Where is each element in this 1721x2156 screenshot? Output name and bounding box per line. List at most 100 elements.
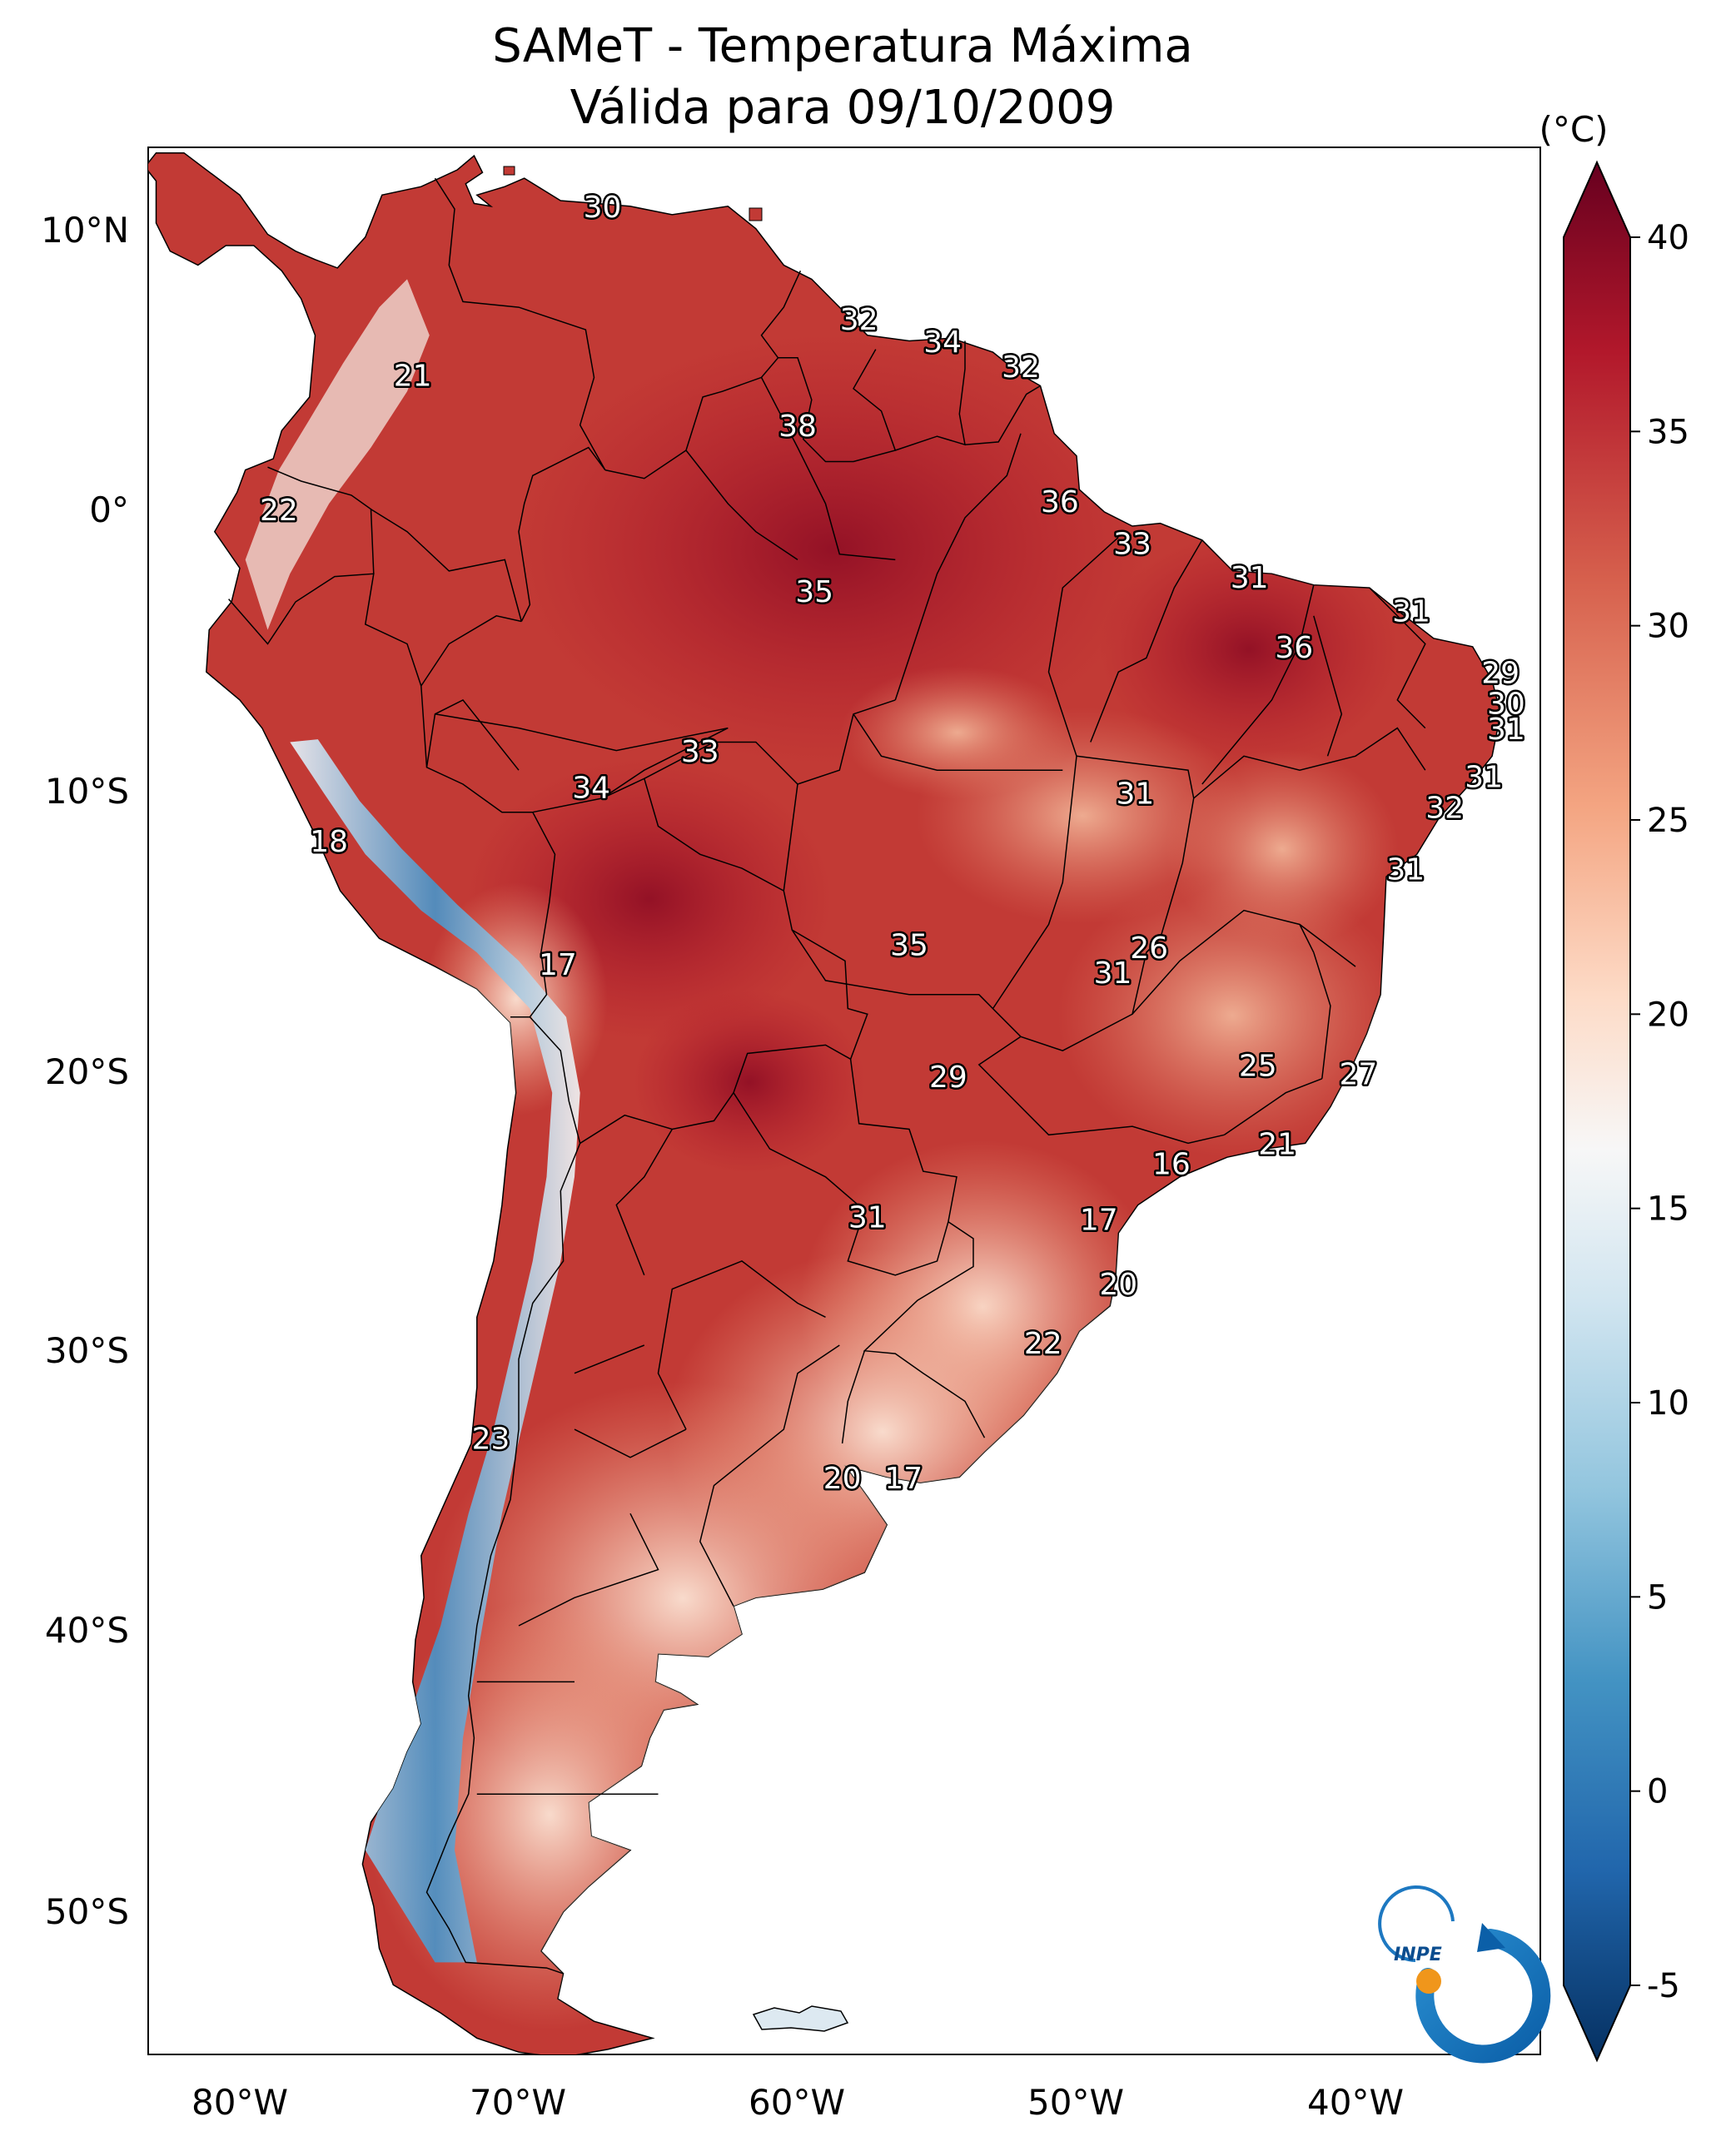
lat-label: 50°S	[45, 1891, 129, 1932]
border-line	[518, 1513, 659, 1627]
border-line	[420, 615, 533, 813]
station-label: 33	[681, 735, 719, 769]
station-label: 32	[1425, 791, 1464, 825]
border-line	[425, 1143, 581, 1975]
station-label: 29	[929, 1061, 967, 1095]
lat-label: 20°S	[45, 1051, 129, 1092]
colorbar-tick-label: 40	[1647, 219, 1689, 257]
station-label: 30	[584, 191, 622, 225]
longitude-axis: 80°W 70°W 60°W 50°W 40°W	[191, 2082, 1404, 2123]
colorbar: (°C) 40 35 30 25 20 15 10 5 0 -5	[1539, 109, 1689, 2063]
station-label: 31	[1392, 594, 1430, 628]
station-label: 22	[260, 494, 298, 528]
border-line	[1299, 924, 1315, 953]
colorbar-tick-label: -5	[1647, 1967, 1680, 2005]
border-line	[435, 713, 729, 752]
station-label: 20	[823, 1462, 862, 1496]
border-line	[1132, 909, 1356, 1015]
colorbar-tick-label: 20	[1647, 996, 1689, 1034]
station-label: 36	[1275, 631, 1313, 665]
border-line	[791, 929, 994, 1010]
border-line	[1146, 937, 1161, 953]
border-line	[1047, 536, 1119, 757]
border-line	[574, 1344, 645, 1374]
border-line	[267, 466, 375, 574]
border-line	[657, 1260, 826, 1430]
station-label: 32	[840, 303, 878, 337]
colorbar-tick-label: 10	[1647, 1384, 1689, 1423]
map-title-line2: Válida para 09/10/2009	[570, 81, 1116, 135]
border-line	[604, 270, 802, 479]
lon-label: 70°W	[470, 2082, 566, 2123]
caribbean-islands	[503, 166, 763, 221]
border-line	[1201, 584, 1315, 785]
border-line	[841, 1350, 866, 1444]
station-label: 20	[1099, 1268, 1137, 1302]
station-label: 33	[1113, 528, 1151, 562]
station-label: 25	[1239, 1049, 1277, 1083]
station-label: 26	[1130, 931, 1168, 966]
border-line	[371, 509, 523, 622]
border-line	[518, 446, 606, 622]
station-label: 32	[1002, 350, 1040, 385]
inpe-logo-text: INPE	[1394, 1945, 1442, 1965]
lat-label: 10°N	[41, 210, 129, 251]
station-label: 31	[1465, 760, 1503, 794]
border-line	[778, 349, 897, 463]
station-label: 31	[1116, 777, 1154, 812]
border-line	[895, 340, 966, 451]
colorbar-tick-label: 35	[1647, 413, 1689, 451]
station-label: 31	[1386, 853, 1425, 887]
border-line	[685, 450, 798, 561]
country-borders	[228, 177, 1426, 1975]
lon-label: 60°W	[749, 2082, 845, 2123]
colorbar-unit: (°C)	[1539, 109, 1608, 150]
border-line	[853, 713, 1063, 771]
station-label: 35	[795, 575, 833, 609]
lat-label: 0°	[89, 489, 129, 530]
lat-label: 40°S	[45, 1610, 129, 1651]
lon-label: 40°W	[1307, 2082, 1404, 2123]
border-line	[964, 385, 1041, 445]
colorbar-tick-label: 15	[1647, 1190, 1689, 1229]
border-line	[434, 177, 606, 470]
station-label: 21	[394, 359, 432, 393]
border-line	[699, 1344, 840, 1607]
colorbar-tick-label: 5	[1647, 1578, 1668, 1617]
station-label: 22	[1024, 1327, 1062, 1361]
colorbar-body	[1563, 160, 1631, 2063]
border-line	[532, 777, 868, 1060]
station-label: 35	[890, 929, 928, 963]
border-line	[1369, 587, 1426, 729]
colorbar-tick-label: 30	[1647, 608, 1689, 646]
station-label: 38	[778, 410, 817, 444]
station-label: 31	[1094, 956, 1132, 991]
border-line	[1224, 1078, 1323, 1135]
station-label: 36	[1041, 485, 1079, 519]
border-line	[228, 573, 422, 687]
station-label: 18	[310, 825, 348, 859]
border-line	[760, 377, 896, 561]
lon-label: 50°W	[1027, 2082, 1124, 2123]
border-line	[894, 433, 1022, 701]
border-line	[1193, 727, 1426, 799]
border-line	[783, 783, 798, 892]
station-label: 31	[848, 1200, 887, 1234]
station-label: 30	[1487, 688, 1525, 722]
station-label: 23	[472, 1423, 510, 1457]
colorbar-tick-label: 0	[1647, 1773, 1668, 1811]
border-line	[615, 1129, 673, 1276]
station-label: 16	[1152, 1147, 1191, 1181]
station-label: 17	[884, 1462, 923, 1496]
latitude-axis: 10°N 0° 10°S 20°S 30°S 40°S 50°S	[41, 210, 129, 1932]
border-line	[849, 1059, 957, 1222]
border-line	[602, 727, 729, 799]
station-label: 31	[1231, 561, 1269, 595]
border-line	[977, 1036, 1225, 1145]
station-label: 17	[539, 948, 577, 982]
station-label: 27	[1339, 1058, 1377, 1092]
border-line	[1313, 615, 1343, 757]
station-label: 31	[1487, 713, 1525, 747]
station-label: 34	[572, 772, 610, 806]
